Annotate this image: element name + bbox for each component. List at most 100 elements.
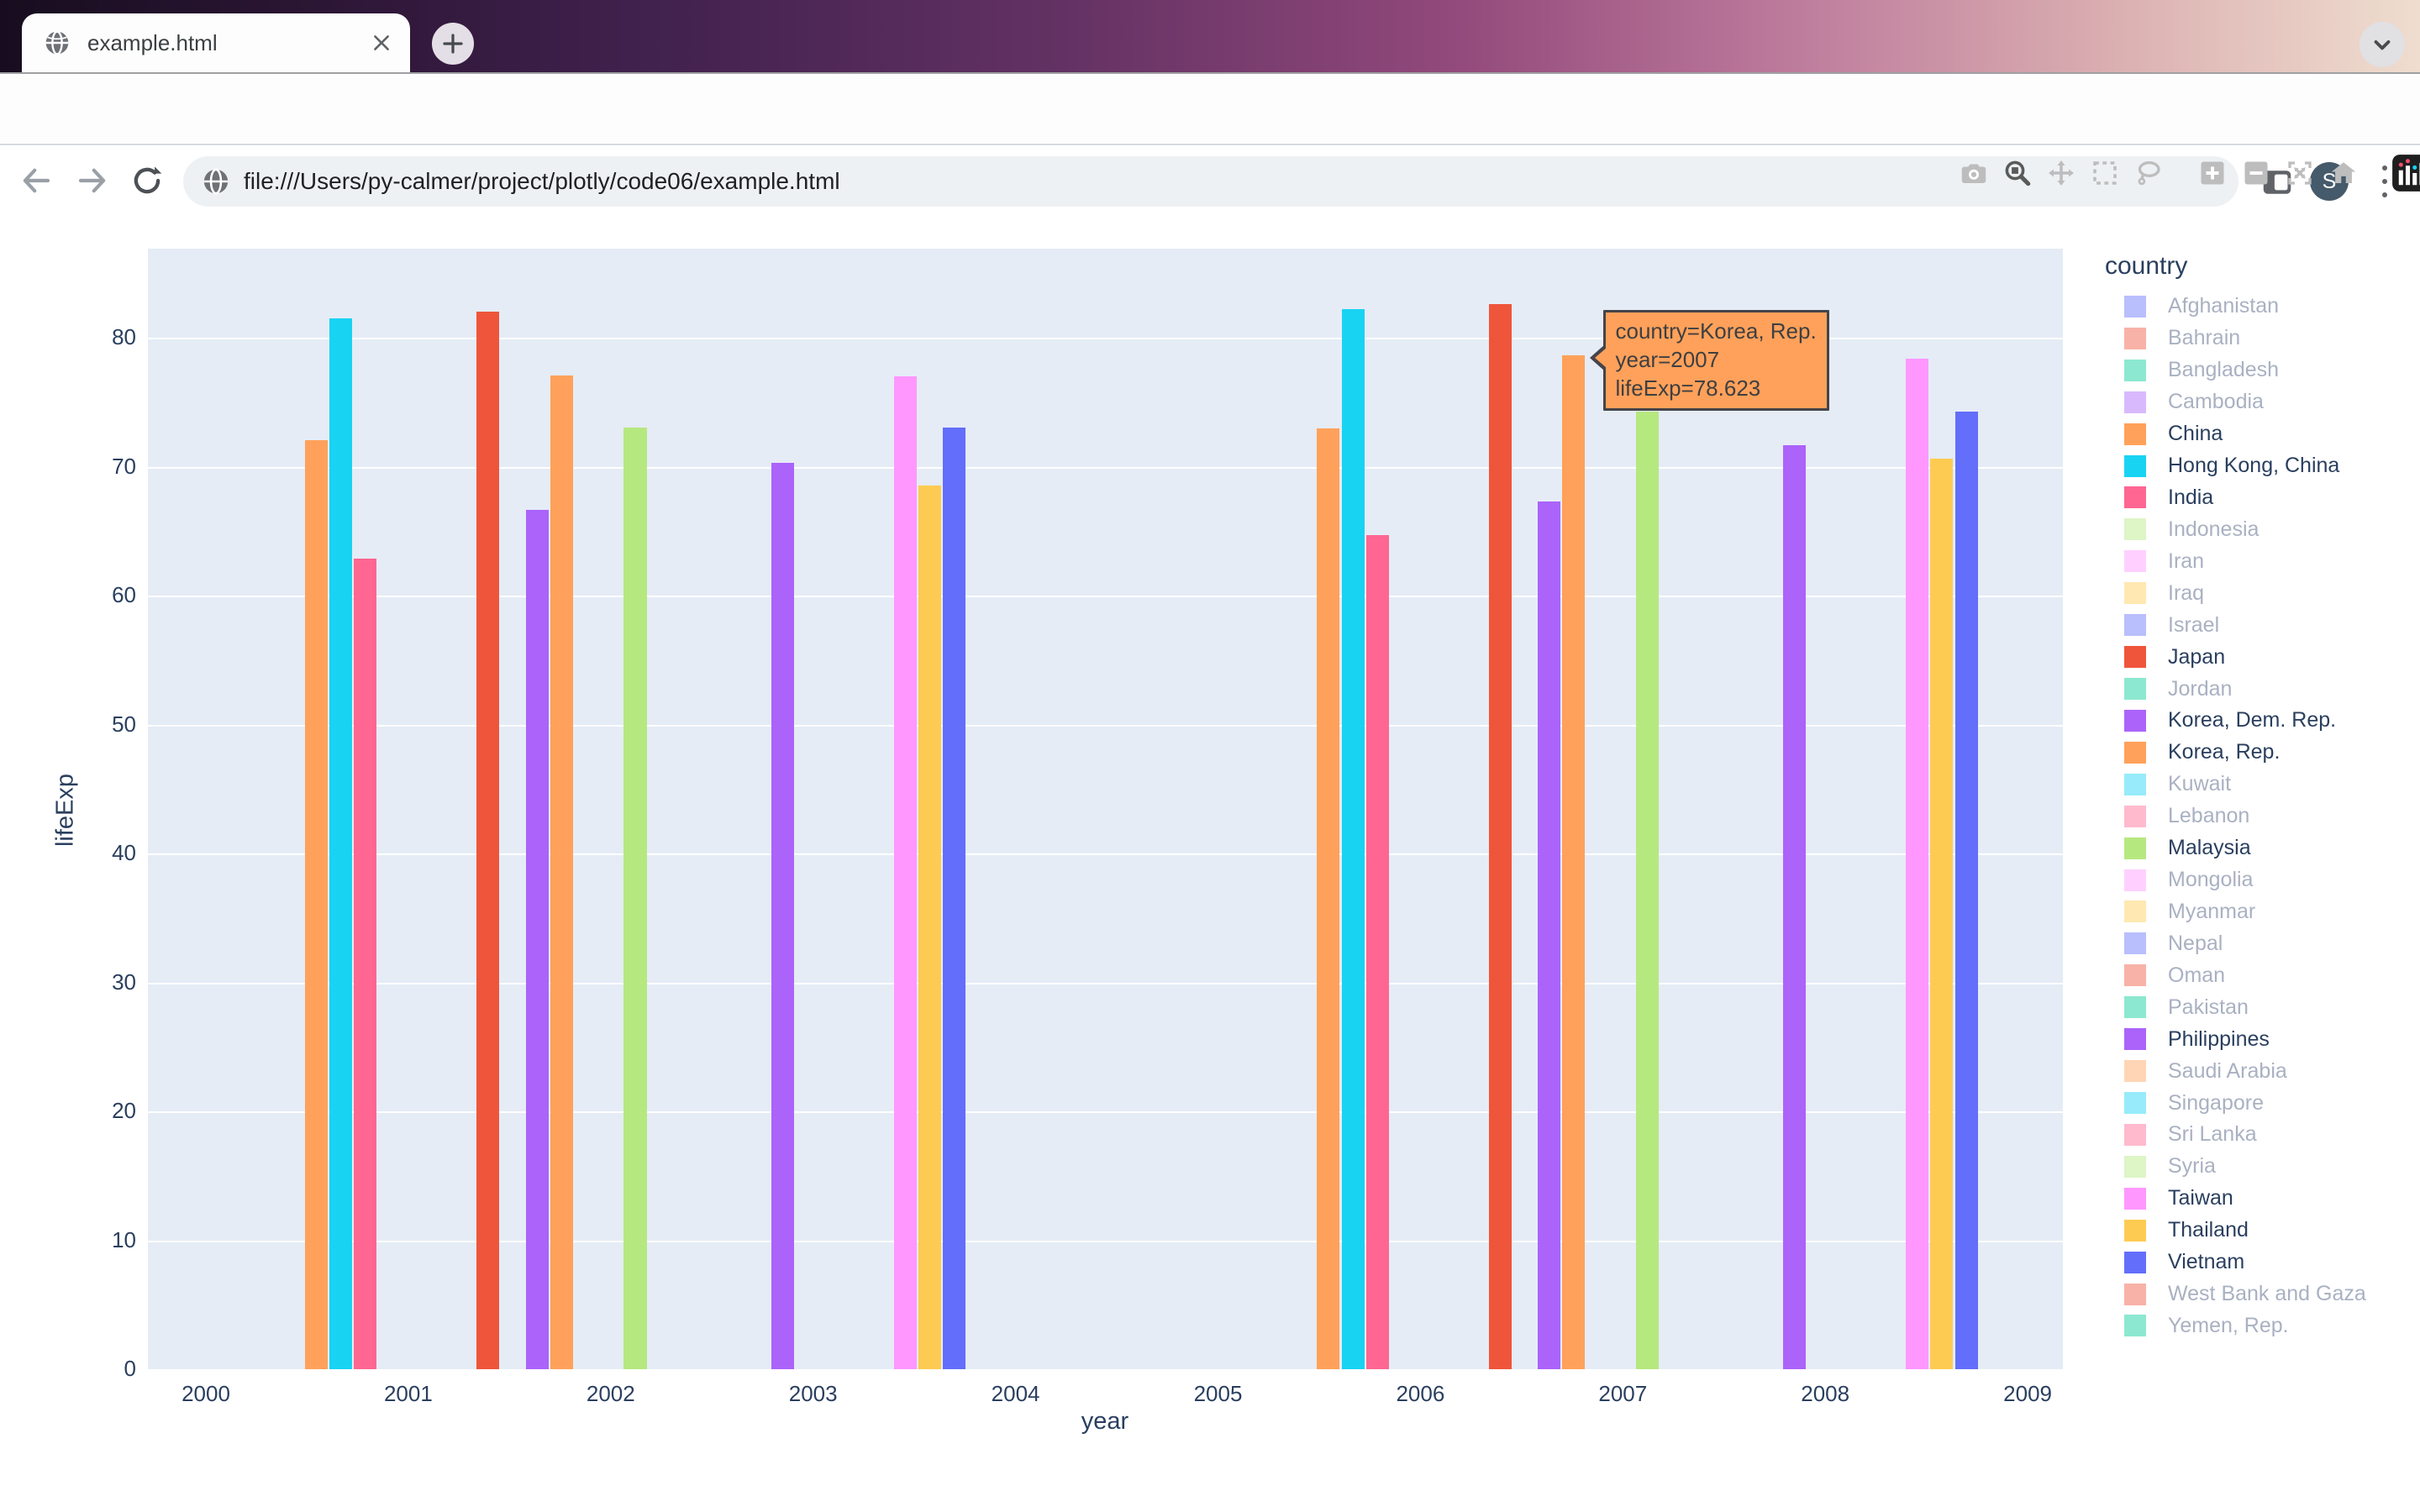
bar-india-2007[interactable] [1365,534,1389,1369]
bar-korea-rep--2007[interactable] [1562,355,1586,1369]
legend-item-sri-lanka[interactable]: Sri Lanka [2105,1119,2416,1151]
legend-item-china[interactable]: China [2105,418,2416,450]
legend-item-philippines[interactable]: Philippines [2105,1023,2416,1055]
legend-item-mongolia[interactable]: Mongolia [2105,864,2416,896]
bar-philippines-2002[interactable] [771,462,794,1369]
reset-axes-home-icon[interactable] [2328,155,2360,191]
bar-korea-dem-rep--2007[interactable] [1538,501,1561,1369]
y-gridline [148,1111,2063,1113]
browser-tab[interactable]: example.html [22,13,410,72]
legend-item-iraq[interactable]: Iraq [2105,577,2416,609]
legend-swatch-icon [2124,773,2146,795]
legend-item-syria[interactable]: Syria [2105,1151,2416,1183]
bar-thailand-2002[interactable] [918,485,941,1369]
plotly-modebar [1958,154,2420,192]
zoom-icon[interactable] [2002,155,2033,191]
bar-china-2002[interactable] [304,440,328,1369]
legend-item-korea-rep-[interactable]: Korea, Rep. [2105,737,2416,769]
legend-swatch-icon [2124,900,2146,923]
legend-swatch-icon [2124,996,2146,1019]
lasso-icon[interactable] [2133,155,2165,191]
forward-icon[interactable] [75,163,110,198]
x-tick-label: 2007 [1598,1381,1648,1406]
plotly-logo-icon[interactable] [2391,154,2420,192]
legend-item-saudi-arabia[interactable]: Saudi Arabia [2105,1055,2416,1087]
bar-malaysia-2002[interactable] [623,427,647,1369]
bar-vietnam-2007[interactable] [1954,412,1978,1369]
bar-japan-2002[interactable] [476,312,500,1369]
legend-item-vietnam[interactable]: Vietnam [2105,1247,2416,1278]
legend-label: Iran [2168,549,2205,573]
legend-item-cambodia[interactable]: Cambodia [2105,386,2416,418]
bar-india-2002[interactable] [354,558,377,1369]
x-tick-label: 2002 [586,1381,635,1406]
legend-item-myanmar[interactable]: Myanmar [2105,896,2416,928]
bar-vietnam-2002[interactable] [943,428,966,1369]
browser-menu-icon[interactable] [2376,163,2393,200]
tab-close-icon[interactable] [363,24,400,61]
y-gridline [148,853,2063,855]
legend-item-bahrain[interactable]: Bahrain [2105,323,2416,354]
x-tick-label: 2009 [2003,1381,2053,1406]
y-gridline [148,982,2063,984]
legend-item-india[interactable]: India [2105,482,2416,514]
legend-item-nepal[interactable]: Nepal [2105,927,2416,959]
box-select-icon[interactable] [2089,155,2121,191]
bar-china-2007[interactable] [1317,428,1340,1369]
legend-item-oman[interactable]: Oman [2105,959,2416,991]
legend-swatch-icon [2124,391,2146,413]
legend-item-kuwait[interactable]: Kuwait [2105,769,2416,801]
legend-item-singapore[interactable]: Singapore [2105,1087,2416,1119]
bar-korea-rep--2002[interactable] [550,375,573,1369]
legend-item-taiwan[interactable]: Taiwan [2105,1183,2416,1215]
y-gridline [148,724,2063,727]
legend-item-west-bank-and-gaza[interactable]: West Bank and Gaza [2105,1278,2416,1310]
side-panel-icon[interactable] [2260,165,2294,199]
legend-swatch-icon [2124,869,2146,891]
back-icon[interactable] [18,163,54,198]
legend-item-israel[interactable]: Israel [2105,609,2416,641]
legend-item-lebanon[interactable]: Lebanon [2105,801,2416,832]
zoom-out-icon[interactable] [2240,155,2272,191]
legend-item-malaysia[interactable]: Malaysia [2105,832,2416,864]
profile-avatar[interactable]: S [2310,162,2349,201]
legend-item-indonesia[interactable]: Indonesia [2105,513,2416,545]
legend-item-hong-kong-china[interactable]: Hong Kong, China [2105,450,2416,482]
bar-korea-dem-rep--2002[interactable] [525,509,549,1369]
zoom-in-icon[interactable] [2196,155,2228,191]
bar-japan-2007[interactable] [1488,304,1512,1369]
legend-item-pakistan[interactable]: Pakistan [2105,991,2416,1023]
bar-philippines-2007[interactable] [1783,444,1807,1369]
legend-swatch-icon [2124,709,2146,732]
legend-item-iran[interactable]: Iran [2105,545,2416,577]
bar-taiwan-2002[interactable] [893,376,917,1369]
reload-icon[interactable] [129,163,165,198]
bar-hong-kong-china-2002[interactable] [329,318,353,1369]
legend-label: Malaysia [2168,836,2251,860]
legend-item-japan[interactable]: Japan [2105,641,2416,673]
avatar-initial: S [2322,169,2337,193]
url-address-bar[interactable]: file:///Users/py-calmer/project/plotly/c… [183,156,2238,207]
y-tick-label: 60 [112,582,136,607]
legend-label: Mongolia [2168,868,2254,892]
legend-item-jordan[interactable]: Jordan [2105,673,2416,705]
legend-item-thailand[interactable]: Thailand [2105,1215,2416,1247]
plot-area[interactable] [148,249,2063,1369]
pan-icon[interactable] [2045,155,2077,191]
globe-favicon-icon [45,30,69,55]
legend-item-korea-dem-rep-[interactable]: Korea, Dem. Rep. [2105,705,2416,737]
bar-malaysia-2007[interactable] [1635,412,1660,1369]
legend-item-yemen-rep-[interactable]: Yemen, Rep. [2105,1310,2416,1342]
bar-hong-kong-china-2007[interactable] [1341,309,1365,1369]
tab-search-chevron-button[interactable] [2360,22,2405,67]
legend-label: Indonesia [2168,517,2260,541]
legend-item-bangladesh[interactable]: Bangladesh [2105,354,2416,386]
bar-thailand-2007[interactable] [1930,459,1954,1369]
autoscale-icon[interactable] [2284,155,2316,191]
new-tab-button[interactable] [432,23,474,65]
bar-taiwan-2007[interactable] [1906,358,1929,1369]
camera-icon[interactable] [1958,155,1990,191]
legend-label: Sri Lanka [2168,1122,2257,1147]
x-tick-label: 2006 [1396,1381,1445,1406]
legend-item-afghanistan[interactable]: Afghanistan [2105,291,2416,323]
